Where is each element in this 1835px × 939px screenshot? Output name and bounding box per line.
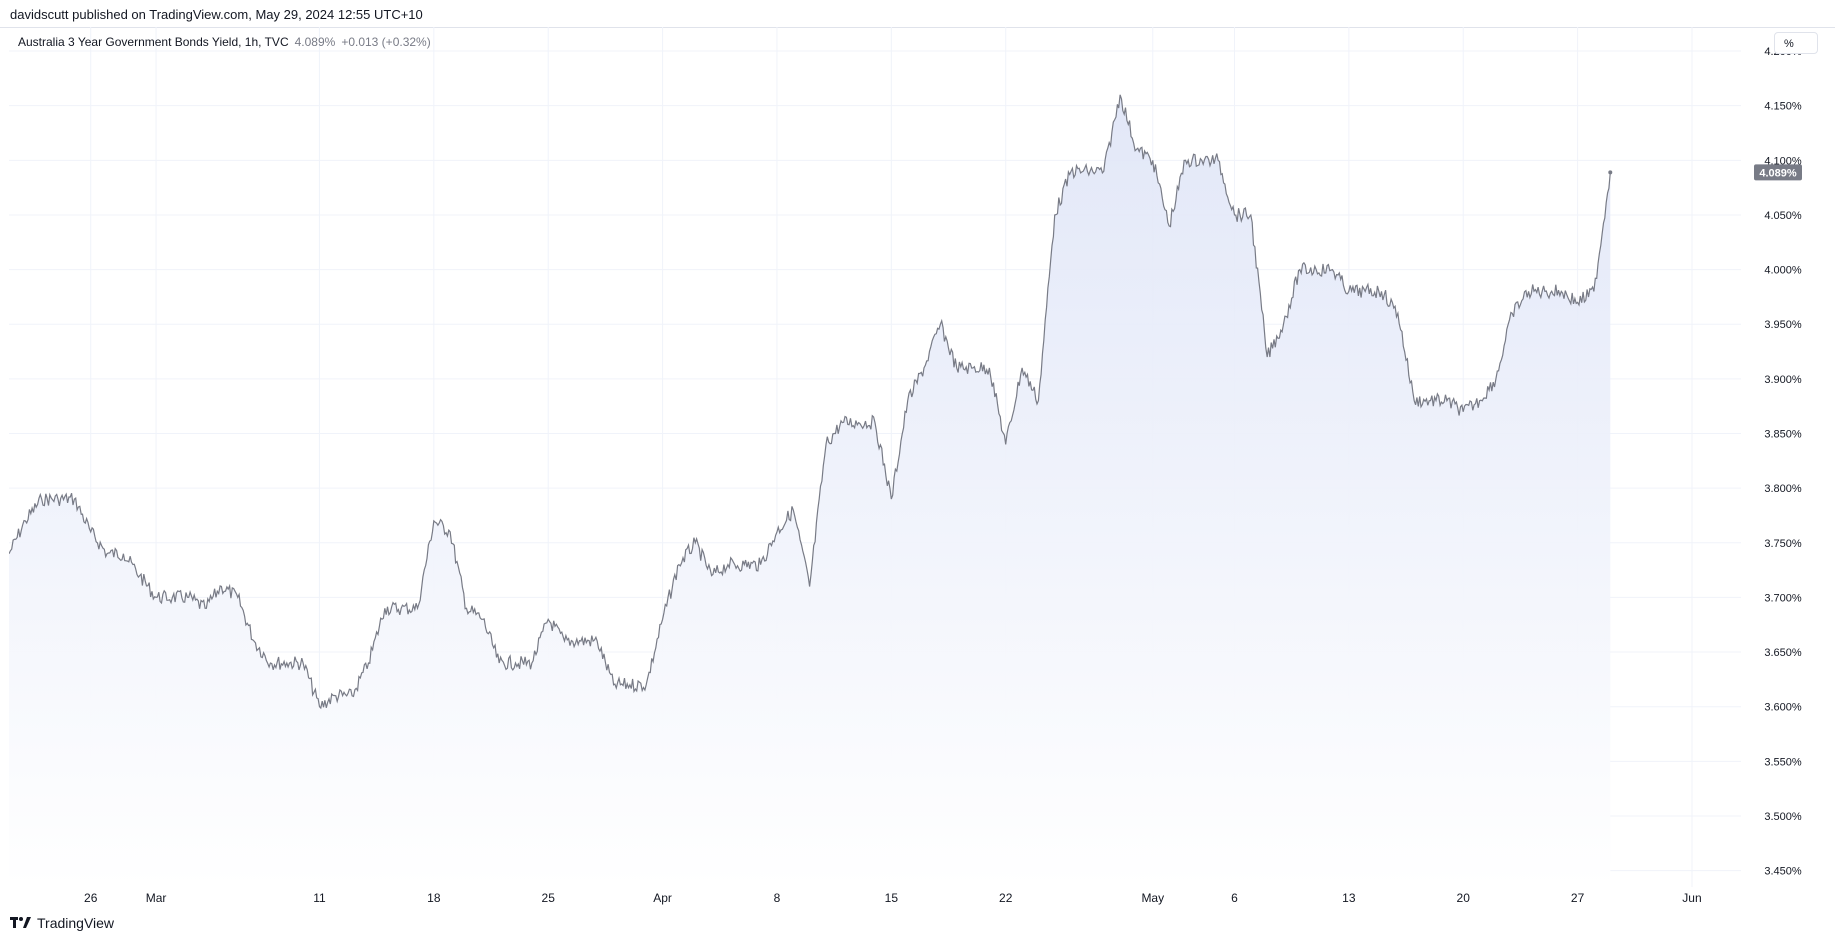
y-tick-label: 3.500%	[1764, 811, 1802, 823]
y-tick-label: 3.550%	[1764, 756, 1802, 768]
last-price-tag: 4.089%	[1754, 164, 1802, 181]
last-price-dot	[1608, 170, 1613, 175]
area-fill	[9, 94, 1611, 888]
y-tick-label: 3.750%	[1764, 538, 1802, 550]
y-tick-label: 3.450%	[1764, 866, 1802, 878]
legend-change: +0.013 (+0.32%)	[341, 35, 431, 49]
x-tick-label: May	[1141, 891, 1164, 905]
percent-scale-button[interactable]: %	[1774, 32, 1818, 54]
y-tick-label: 4.100%	[1764, 155, 1802, 167]
x-tick-label: 8	[774, 891, 781, 905]
x-tick-label: Apr	[653, 891, 672, 905]
x-tick-label: Jun	[1682, 891, 1701, 905]
price-line	[8, 94, 1611, 710]
x-tick-label: 26	[84, 891, 98, 905]
x-tick-label: 27	[1571, 891, 1585, 905]
x-tick-label: 11	[313, 891, 326, 905]
y-tick-label: 3.850%	[1764, 429, 1802, 441]
x-tick-label: Mar	[146, 891, 167, 905]
y-tick-label: 4.000%	[1764, 265, 1802, 277]
x-tick-label: 13	[1342, 891, 1356, 905]
y-tick-label: 3.900%	[1764, 374, 1802, 386]
y-tick-label: 3.700%	[1764, 592, 1802, 604]
y-tick-label: 4.150%	[1764, 101, 1802, 113]
time-axis[interactable]: 26 Mar 11 18 25 Apr 8 15 22 May 6 13 20 27 Jun	[84, 891, 1702, 905]
price-axis[interactable]: 3.450% 3.500% 3.550% 3.600% 3.650% 3.700% 3.75…	[1764, 46, 1802, 878]
x-tick-label: 20	[1457, 891, 1471, 905]
x-tick-label: 18	[427, 891, 441, 905]
symbol-legend[interactable]: Australia 3 Year Government Bonds Yield,…	[18, 35, 431, 49]
legend-last-value: 4.089%	[294, 35, 336, 49]
x-tick-label: 22	[999, 891, 1013, 905]
tradingview-logo[interactable]: TradingView	[10, 914, 114, 932]
y-tick-label: 3.650%	[1764, 647, 1802, 659]
x-tick-label: 25	[542, 891, 556, 905]
x-tick-label: 6	[1231, 891, 1238, 905]
y-tick-label: 3.800%	[1764, 483, 1802, 495]
y-tick-label: 3.600%	[1764, 702, 1802, 714]
tradingview-brand-text: TradingView	[37, 915, 115, 931]
chart-area[interactable]: 3.450% 3.500% 3.550% 3.600% 3.650% 3.700% 3.75…	[8, 27, 1835, 909]
tradingview-logo-icon	[10, 917, 31, 928]
x-tick-label: 15	[885, 891, 899, 905]
publish-header: davidscutt published on TradingView.com,…	[0, 0, 1835, 28]
y-tick-label: 3.950%	[1764, 319, 1802, 331]
price-chart[interactable]: 3.450% 3.500% 3.550% 3.600% 3.650% 3.700% 3.75…	[8, 27, 1835, 909]
symbol-title: Australia 3 Year Government Bonds Yield,…	[18, 35, 289, 49]
published-by-text: davidscutt published on TradingView.com,…	[10, 7, 423, 22]
last-price-label: 4.089%	[1759, 167, 1797, 179]
y-tick-label: 4.050%	[1764, 210, 1802, 222]
